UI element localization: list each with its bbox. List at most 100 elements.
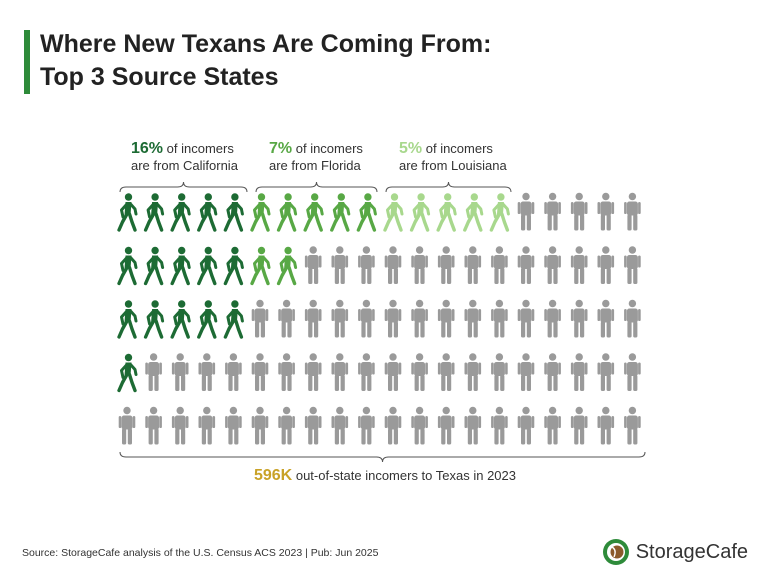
person-icon-other bbox=[278, 353, 295, 391]
storagecafe-logo-icon bbox=[602, 539, 629, 565]
person-icon-other bbox=[384, 299, 402, 338]
person-icon-other bbox=[251, 406, 269, 445]
person-icon-other bbox=[384, 406, 402, 445]
person-icon-florida bbox=[330, 193, 351, 232]
person-icon-california bbox=[197, 193, 218, 232]
person-icon-other bbox=[251, 353, 269, 391]
brace-louisiana bbox=[385, 181, 512, 193]
annotation-louisiana-text: of incomers bbox=[422, 141, 493, 156]
person-icon-other bbox=[331, 246, 349, 284]
person-icon-other bbox=[145, 353, 162, 391]
person-icon-other bbox=[411, 406, 428, 445]
person-icon-other bbox=[331, 353, 349, 391]
person-icon-other bbox=[597, 246, 615, 284]
title-line-2: Top 3 Source States bbox=[40, 63, 279, 91]
person-icon-other bbox=[411, 299, 428, 338]
person-icon-other bbox=[491, 353, 508, 391]
person-icon-other bbox=[544, 406, 561, 445]
person-icon-other bbox=[624, 353, 641, 391]
title-line-1: Where New Texans Are Coming From: bbox=[40, 30, 492, 58]
person-icon-other bbox=[570, 192, 588, 231]
person-icon-florida bbox=[356, 193, 377, 232]
brace-florida bbox=[255, 181, 378, 193]
annotation-california-percent: 16% bbox=[131, 140, 164, 157]
person-icon-other bbox=[304, 406, 322, 445]
person-icon-other bbox=[437, 353, 455, 391]
person-icon-other bbox=[437, 246, 455, 284]
person-icon-other bbox=[624, 192, 641, 231]
person-icon-other bbox=[517, 192, 535, 231]
person-icon-other bbox=[624, 246, 641, 284]
person-icon-other bbox=[331, 299, 349, 338]
person-icon-other bbox=[517, 353, 535, 391]
annotation-louisiana-percent: 5% bbox=[399, 140, 423, 157]
total-caption: 596K out-of-state incomers to Texas in 2… bbox=[0, 467, 770, 485]
person-icon-other bbox=[624, 406, 641, 445]
person-icon-other bbox=[570, 353, 588, 391]
person-icon-california bbox=[170, 246, 191, 286]
person-icon-california bbox=[143, 193, 165, 232]
person-icon-other bbox=[437, 299, 455, 338]
person-icon-other bbox=[597, 353, 615, 391]
person-icon-other bbox=[544, 353, 561, 391]
person-icon-other bbox=[118, 406, 136, 445]
person-icon-other bbox=[570, 299, 588, 338]
page-title: Where New Texans Are Coming From: Top 3 … bbox=[40, 28, 491, 94]
person-icon-other bbox=[517, 299, 535, 338]
person-icon-other bbox=[597, 406, 615, 445]
person-icon-other bbox=[198, 353, 216, 391]
person-icon-other bbox=[411, 353, 428, 391]
person-icon-other bbox=[278, 299, 295, 338]
person-icon-other bbox=[171, 406, 189, 445]
person-icon-louisiana bbox=[409, 193, 431, 232]
person-icon-other bbox=[544, 192, 561, 231]
person-icon-other bbox=[225, 353, 242, 391]
person-icon-other bbox=[411, 246, 428, 284]
person-icon-other bbox=[384, 353, 402, 391]
person-icon-florida bbox=[276, 193, 298, 232]
person-icon-florida bbox=[303, 193, 324, 232]
person-icon-other bbox=[517, 246, 535, 284]
person-icon-other bbox=[358, 406, 375, 445]
person-icon-california bbox=[170, 300, 191, 339]
person-icon-other bbox=[464, 406, 482, 445]
person-icon-other bbox=[145, 406, 162, 445]
person-icon-other bbox=[624, 299, 641, 338]
annotation-florida-line2: are from Florida bbox=[269, 158, 361, 173]
person-icon-other bbox=[437, 406, 455, 445]
person-icon-other bbox=[304, 246, 322, 284]
person-icon-california bbox=[223, 193, 244, 232]
annotation-florida-percent: 7% bbox=[269, 140, 293, 157]
person-icon-louisiana bbox=[436, 193, 457, 232]
person-icon-other bbox=[597, 299, 615, 338]
person-icon-other bbox=[384, 246, 402, 284]
person-icon-california bbox=[197, 300, 218, 339]
person-icon-other bbox=[358, 299, 375, 338]
person-icon-other bbox=[517, 406, 535, 445]
annotation-louisiana-line2: are from Louisiana bbox=[399, 158, 507, 173]
annotation-california-text: of incomers bbox=[163, 141, 234, 156]
person-icon-california bbox=[143, 300, 165, 339]
person-icon-california bbox=[117, 246, 138, 286]
person-icon-other bbox=[225, 406, 242, 445]
brace-california bbox=[119, 181, 248, 193]
title-accent-bar bbox=[24, 30, 30, 94]
person-icon-florida bbox=[276, 246, 298, 286]
person-icon-other bbox=[198, 406, 216, 445]
person-icon-other bbox=[331, 406, 349, 445]
annotation-florida-text: of incomers bbox=[292, 141, 363, 156]
person-icon-louisiana bbox=[463, 193, 484, 232]
person-icon-other bbox=[171, 353, 189, 391]
annotation-california: 16% of incomers are from California bbox=[131, 140, 238, 174]
person-icon-california bbox=[117, 300, 138, 339]
annotation-florida: 7% of incomers are from Florida bbox=[269, 140, 363, 174]
person-icon-other bbox=[358, 246, 375, 284]
annotation-louisiana: 5% of incomers are from Louisiana bbox=[399, 140, 507, 174]
person-icon-other bbox=[544, 246, 561, 284]
total-text: out-of-state incomers to Texas in 2023 bbox=[292, 468, 517, 483]
source-note: Source: StorageCafe analysis of the U.S.… bbox=[22, 547, 379, 559]
person-icon-other bbox=[597, 192, 615, 231]
person-icon-other bbox=[278, 406, 295, 445]
person-icon-other bbox=[491, 246, 508, 284]
